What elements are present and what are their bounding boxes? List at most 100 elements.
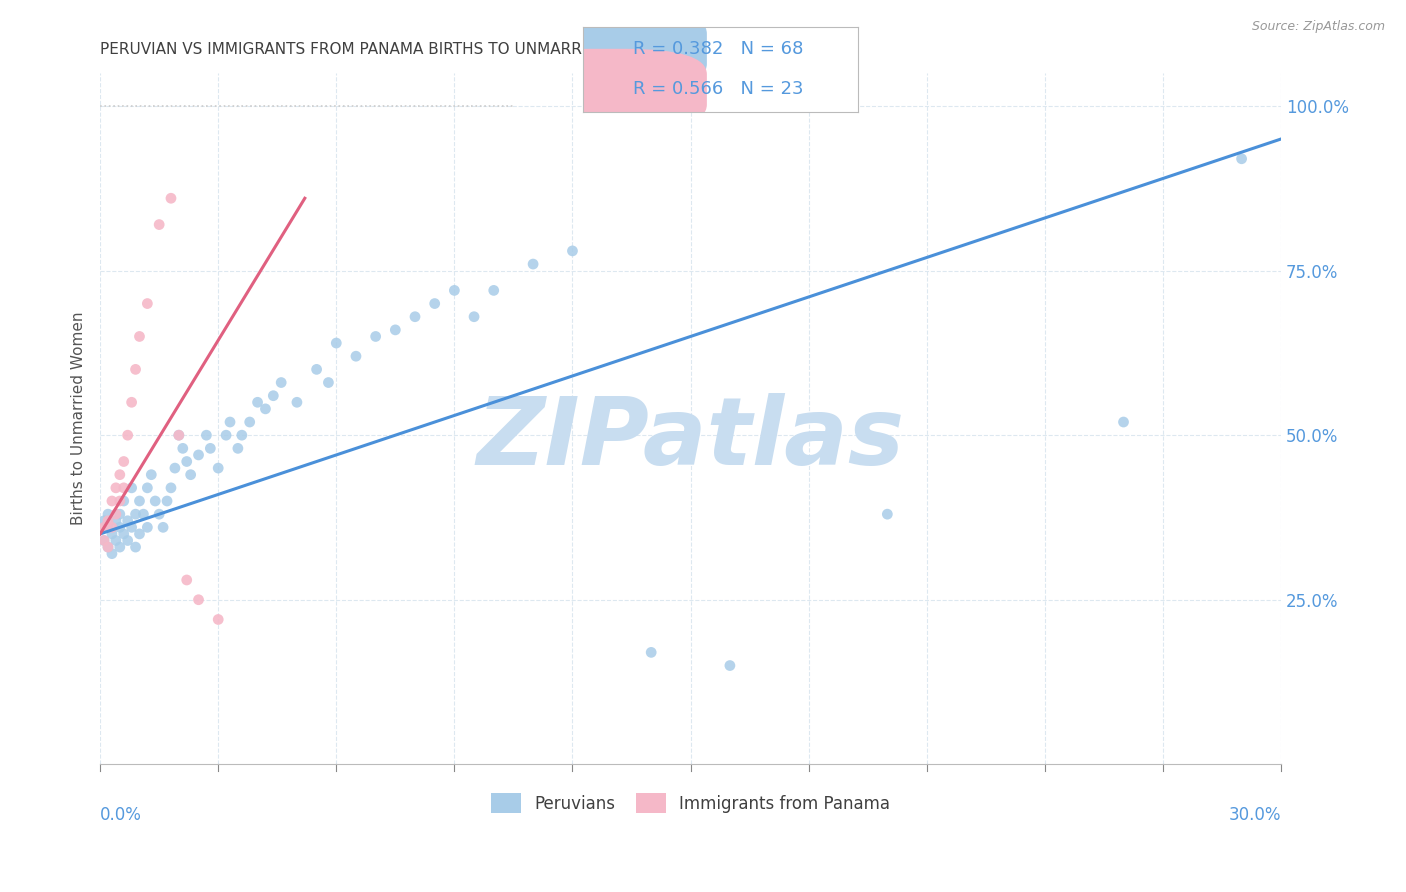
- Point: [522, 257, 544, 271]
- Point: [364, 329, 387, 343]
- Point: [93, 533, 115, 548]
- Point: [104, 533, 127, 548]
- Point: [160, 191, 183, 205]
- Point: [101, 527, 124, 541]
- Point: [143, 494, 166, 508]
- Point: [231, 428, 253, 442]
- Point: [108, 467, 131, 482]
- Point: [219, 415, 242, 429]
- Point: [254, 401, 277, 416]
- Point: [180, 467, 202, 482]
- Point: [117, 533, 139, 548]
- Text: Source: ZipAtlas.com: Source: ZipAtlas.com: [1251, 20, 1385, 33]
- FancyBboxPatch shape: [509, 49, 707, 130]
- Point: [187, 448, 209, 462]
- Point: [325, 336, 347, 351]
- Point: [176, 573, 198, 587]
- Text: R = 0.382   N = 68: R = 0.382 N = 68: [633, 40, 803, 58]
- Point: [207, 461, 229, 475]
- Y-axis label: Births to Unmarried Women: Births to Unmarried Women: [72, 312, 86, 525]
- Legend: Peruvians, Immigrants from Panama: Peruvians, Immigrants from Panama: [482, 785, 898, 822]
- Point: [121, 395, 143, 409]
- Point: [97, 514, 120, 528]
- Point: [124, 507, 146, 521]
- Point: [124, 540, 146, 554]
- Point: [136, 481, 159, 495]
- Point: [172, 442, 194, 456]
- Text: R = 0.566   N = 23: R = 0.566 N = 23: [633, 80, 803, 98]
- Point: [108, 507, 131, 521]
- Point: [93, 533, 115, 548]
- Point: [121, 481, 143, 495]
- Point: [112, 481, 135, 495]
- Point: [148, 507, 170, 521]
- Point: [270, 376, 292, 390]
- Point: [108, 494, 131, 508]
- Point: [443, 284, 465, 298]
- Point: [117, 428, 139, 442]
- Point: [93, 520, 115, 534]
- Point: [187, 592, 209, 607]
- Point: [163, 461, 186, 475]
- Text: 30.0%: 30.0%: [1229, 805, 1281, 823]
- Point: [207, 612, 229, 626]
- Point: [112, 494, 135, 508]
- Point: [463, 310, 485, 324]
- Point: [246, 395, 269, 409]
- Point: [104, 514, 127, 528]
- Point: [128, 527, 150, 541]
- Point: [200, 442, 222, 456]
- Point: [876, 507, 898, 521]
- Point: [101, 547, 124, 561]
- Point: [156, 494, 179, 508]
- Point: [404, 310, 426, 324]
- Point: [104, 507, 127, 521]
- Point: [1112, 415, 1135, 429]
- Point: [97, 540, 120, 554]
- Point: [176, 454, 198, 468]
- Point: [305, 362, 328, 376]
- Point: [128, 494, 150, 508]
- Point: [112, 527, 135, 541]
- Text: ZIPatlas: ZIPatlas: [477, 393, 904, 485]
- Point: [148, 218, 170, 232]
- Point: [101, 494, 124, 508]
- Point: [93, 514, 115, 528]
- Point: [167, 428, 190, 442]
- Point: [195, 428, 218, 442]
- Point: [132, 507, 155, 521]
- Point: [108, 520, 131, 534]
- Point: [108, 540, 131, 554]
- Point: [718, 658, 741, 673]
- Point: [97, 520, 120, 534]
- Point: [226, 442, 249, 456]
- Point: [423, 296, 446, 310]
- Point: [239, 415, 262, 429]
- Point: [141, 467, 163, 482]
- Point: [561, 244, 583, 258]
- Point: [1230, 152, 1253, 166]
- Point: [121, 520, 143, 534]
- FancyBboxPatch shape: [509, 8, 707, 89]
- Point: [344, 349, 367, 363]
- Point: [318, 376, 340, 390]
- Point: [101, 520, 124, 534]
- Point: [482, 284, 505, 298]
- Point: [160, 481, 183, 495]
- Point: [97, 507, 120, 521]
- Point: [104, 481, 127, 495]
- Point: [167, 428, 190, 442]
- Point: [117, 514, 139, 528]
- Point: [262, 389, 284, 403]
- Point: [128, 329, 150, 343]
- Point: [640, 645, 662, 659]
- Point: [152, 520, 174, 534]
- Point: [112, 454, 135, 468]
- Text: PERUVIAN VS IMMIGRANTS FROM PANAMA BIRTHS TO UNMARRIED WOMEN CORRELATION CHART: PERUVIAN VS IMMIGRANTS FROM PANAMA BIRTH…: [100, 42, 844, 57]
- Point: [97, 540, 120, 554]
- Text: 0.0%: 0.0%: [100, 805, 142, 823]
- Point: [384, 323, 406, 337]
- Point: [124, 362, 146, 376]
- Point: [285, 395, 308, 409]
- Point: [136, 296, 159, 310]
